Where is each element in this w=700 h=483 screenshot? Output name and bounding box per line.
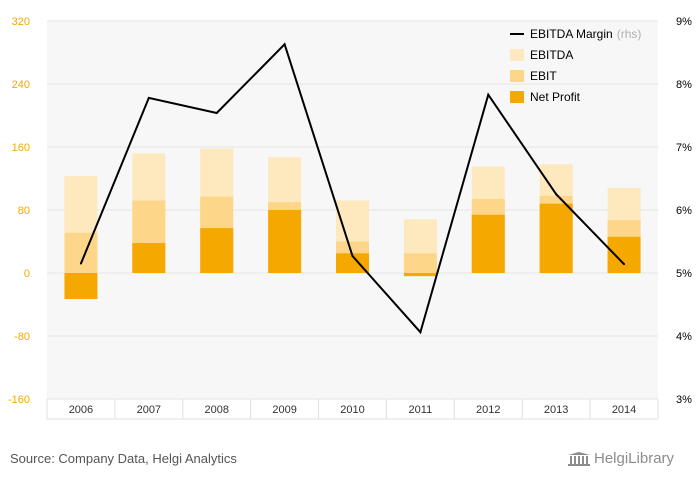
x-tick-label: 2006 bbox=[69, 404, 93, 416]
x-tick-label: 2012 bbox=[476, 404, 500, 416]
legend-label: Net Profit bbox=[530, 90, 581, 104]
legend-label: EBITDA bbox=[530, 48, 573, 62]
x-tick-label: 2009 bbox=[272, 404, 296, 416]
source-note: Source: Company Data, Helgi Analytics bbox=[10, 451, 237, 466]
y-left-tick-label: 0 bbox=[24, 268, 30, 280]
line-point-ebitda-margin bbox=[215, 111, 218, 114]
bar-net-profit bbox=[471, 214, 505, 273]
bar-net-profit bbox=[607, 236, 641, 273]
line-point-ebitda-margin bbox=[555, 193, 558, 196]
y-right-tick-label: 7% bbox=[676, 142, 692, 154]
legend-label: EBITDA Margin (rhs) bbox=[530, 27, 641, 41]
bar-ebit bbox=[403, 253, 437, 273]
bar-net-profit bbox=[200, 228, 234, 273]
bar-ebit bbox=[64, 232, 98, 273]
logo-text: HelgiLibrary bbox=[594, 450, 675, 467]
x-tick-label: 2013 bbox=[544, 404, 568, 416]
x-tick-label: 2008 bbox=[204, 404, 228, 416]
legend-swatch-box bbox=[510, 49, 524, 61]
line-point-ebitda-margin bbox=[79, 262, 82, 265]
y-right-tick-label: 9% bbox=[676, 16, 692, 28]
y-right-tick-label: 3% bbox=[676, 394, 692, 406]
y-left-tick-label: -80 bbox=[14, 331, 30, 343]
y-right-tick-label: 4% bbox=[676, 331, 692, 343]
y-right-tick-label: 5% bbox=[676, 268, 692, 280]
helgi-library-logo: HelgiLibrary bbox=[568, 450, 674, 467]
legend-swatch-box bbox=[510, 91, 524, 103]
legend-label: EBIT bbox=[530, 69, 557, 83]
bar-net-profit bbox=[64, 273, 98, 299]
line-point-ebitda-margin bbox=[283, 43, 286, 46]
x-tick-label: 2010 bbox=[340, 404, 364, 416]
library-building-icon bbox=[568, 451, 590, 466]
line-point-ebitda-margin bbox=[487, 93, 490, 96]
bar-net-profit bbox=[403, 273, 437, 277]
line-point-ebitda-margin bbox=[351, 254, 354, 257]
y-right-tick-label: 8% bbox=[676, 79, 692, 91]
x-tick-label: 2011 bbox=[409, 404, 433, 416]
chart-svg: -160 -80 0 80 160 240 320 3% 4% 5% 6% 7% 8% 9% 2006 200… bbox=[8, 16, 692, 420]
line-point-ebitda-margin bbox=[419, 331, 422, 334]
y-left-tick-label: 240 bbox=[12, 79, 30, 91]
line-point-ebitda-margin bbox=[147, 96, 150, 99]
y-left-tick-label: 80 bbox=[18, 205, 30, 217]
legend-label-suffix: (rhs) bbox=[617, 27, 642, 41]
bar-net-profit bbox=[132, 243, 166, 273]
legend-swatch-box bbox=[510, 70, 524, 82]
line-point-ebitda-margin bbox=[623, 263, 626, 266]
bar-net-profit bbox=[336, 253, 369, 273]
bar-net-profit bbox=[539, 203, 573, 273]
y-left-tick-label: 320 bbox=[12, 16, 30, 28]
y-right-tick-label: 6% bbox=[676, 205, 692, 217]
x-tick-label: 2014 bbox=[612, 404, 636, 416]
bar-net-profit bbox=[268, 210, 302, 273]
y-left-tick-label: -160 bbox=[8, 394, 30, 406]
x-tick-label: 2007 bbox=[137, 404, 161, 416]
y-left-tick-label: 160 bbox=[12, 142, 30, 154]
